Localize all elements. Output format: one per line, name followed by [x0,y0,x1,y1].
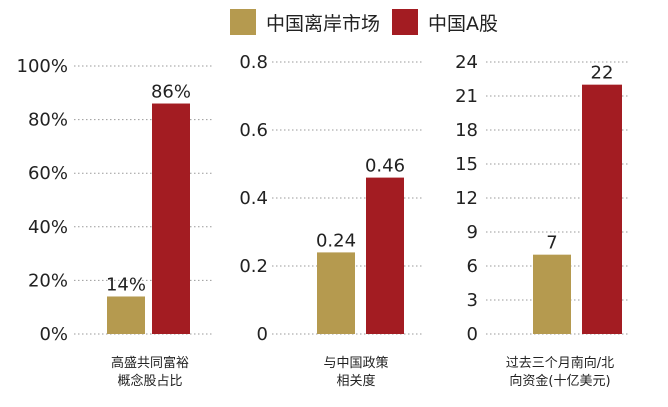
category-label-fund-flows-0: 过去三个月南向/北 [506,355,614,371]
y-tick-label-fund-flows-3: 9 [467,222,478,243]
bar-policy-share-a-share [152,103,190,335]
y-tick-label-policy-relevance-3: 0.6 [239,120,268,141]
y-tick-label-policy-relevance-0: 0 [257,324,268,345]
legend-label-a-share: 中国A股 [428,12,499,35]
y-tick-label-fund-flows-8: 24 [455,52,478,73]
category-label-policy-relevance-0: 与中国政策 [323,355,388,371]
y-tick-label-policy-relevance-2: 0.4 [239,188,268,209]
data-label-fund-flows-offshore: 7 [546,233,557,254]
bar-policy-relevance-offshore [317,252,355,334]
y-tick-label-fund-flows-7: 21 [455,86,478,107]
data-label-fund-flows-a-share: 22 [591,63,614,84]
category-label-policy-relevance-1: 相关度 [336,373,375,389]
y-tick-label-policy-share-5: 100% [17,56,68,77]
y-tick-label-policy-share-0: 0% [39,324,68,345]
chart-legend: 中国离岸市场 中国A股 [230,6,498,38]
legend-item-offshore: 中国离岸市场 [230,9,380,36]
legend-label-offshore: 中国离岸市场 [266,12,381,35]
category-label-policy-share-1: 概念股占比 [117,373,182,389]
y-tick-label-fund-flows-5: 15 [455,154,478,175]
data-label-policy-relevance-offshore: 0.24 [316,230,356,251]
legend-item-a-share: 中国A股 [392,9,498,36]
category-label-policy-share-0: 高盛共同富裕 [111,355,189,371]
bar-fund-flows-a-share [582,84,622,335]
y-tick-label-fund-flows-6: 18 [455,120,478,141]
bar-policy-share-offshore [107,296,145,334]
y-tick-label-fund-flows-2: 6 [467,256,478,277]
y-tick-label-policy-share-2: 40% [28,217,68,238]
bar-policy-relevance-a-share [366,177,404,334]
data-label-policy-share-a-share: 86% [151,82,191,103]
y-tick-label-fund-flows-1: 3 [467,290,478,311]
y-tick-label-policy-share-3: 60% [28,163,68,184]
legend-swatch-a-share [392,9,419,35]
category-label-fund-flows-1: 向资金(十亿美元) [509,373,610,389]
data-label-policy-share-offshore: 14% [106,274,146,295]
y-tick-label-policy-share-1: 20% [28,270,68,291]
y-tick-label-policy-relevance-1: 0.2 [239,256,268,277]
y-tick-label-fund-flows-4: 12 [455,188,478,209]
legend-swatch-offshore [230,9,256,35]
y-tick-label-policy-share-4: 80% [28,110,68,131]
y-tick-label-policy-relevance-4: 0.8 [239,52,268,73]
bar-fund-flows-offshore [533,254,571,334]
data-label-policy-relevance-a-share: 0.46 [365,156,405,177]
y-tick-label-fund-flows-0: 0 [467,324,478,345]
